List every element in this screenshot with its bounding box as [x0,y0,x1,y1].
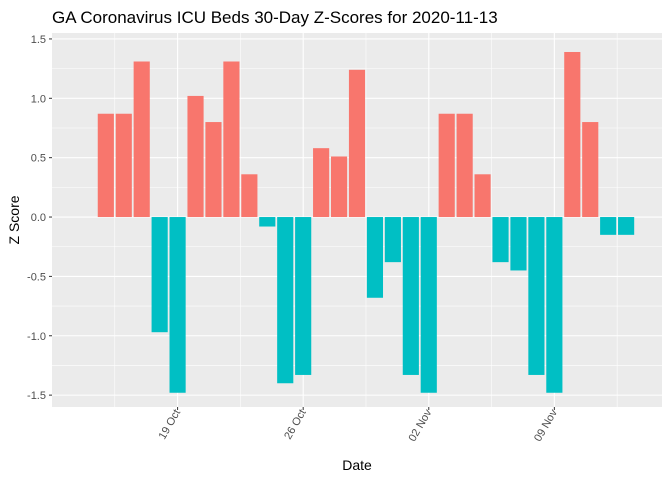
bar-negative [600,217,617,235]
bar-negative [259,217,276,227]
x-axis-title: Date [342,457,372,473]
bar-positive [133,61,150,218]
bar-negative [618,217,635,235]
bar-negative [492,217,509,263]
bar-positive [348,69,366,218]
y-axis-title: Z Score [6,195,22,244]
bar-negative [295,217,312,375]
bar-negative [402,217,419,375]
chart-title: GA Coronavirus ICU Beds 30-Day Z-Scores … [52,8,498,27]
bar-positive [330,156,348,218]
y-tick-label: -0.5 [27,271,46,283]
bar-negative [510,217,527,271]
x-tick-label: 02 Nov [407,407,435,444]
bar-positive [582,122,599,218]
bar-positive [313,148,330,218]
bar-positive [187,95,204,218]
bar-negative [528,217,545,375]
y-tick-label: 0.0 [31,212,46,224]
bar-negative [169,217,186,393]
y-tick-label: -1.5 [27,390,46,402]
bar-negative [151,217,168,333]
x-tick-label: 26 Oct [282,408,309,442]
bar-positive [241,174,258,218]
bar-negative [420,217,437,393]
bar-positive [97,113,114,218]
bar-negative [546,217,563,393]
x-tick-label: 19 Oct [157,408,184,442]
bar-positive [474,174,491,218]
bar-positive [205,122,222,218]
bar-positive [115,113,132,218]
y-axis-ticks: -1.5 -1.0 -0.5 0.0 0.5 1.0 1.5 [27,34,52,402]
y-tick-label: -1.0 [27,331,46,343]
x-tick-label: 09 Nov [532,407,560,444]
bars [97,51,635,393]
bar-positive [438,113,455,218]
bar-negative [384,217,401,263]
bar-positive [456,113,473,218]
y-tick-label: 1.5 [31,34,46,46]
bar-negative [277,217,294,384]
bar-negative [366,217,384,298]
bar-positive [223,61,240,218]
x-axis-ticks: 19 Oct 26 Oct 02 Nov 09 Nov [157,407,560,444]
y-tick-label: 0.5 [31,153,46,165]
y-tick-label: 1.0 [31,93,46,105]
bar-positive [564,51,581,218]
